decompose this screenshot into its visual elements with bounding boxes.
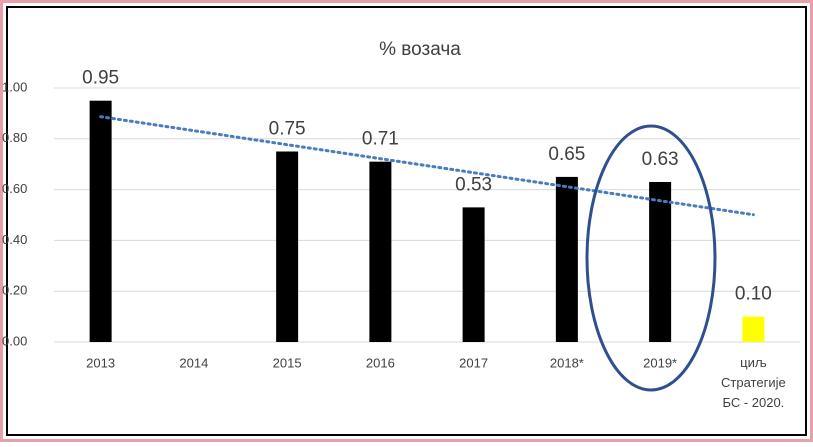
- y-tick-label: 1.00: [2, 79, 27, 94]
- data-label: 0.10: [735, 284, 772, 305]
- data-label: 0.63: [642, 149, 679, 170]
- y-tick-label: 0.20: [2, 283, 27, 298]
- data-label: 0.65: [548, 144, 585, 165]
- chart-frame: [6, 6, 807, 436]
- y-tick-label: 0.80: [2, 130, 27, 145]
- highlight-ellipse: [585, 124, 717, 392]
- x-tick-label: 2016: [366, 355, 395, 370]
- data-label: 0.71: [362, 129, 399, 150]
- chart-title: % возача: [379, 39, 461, 60]
- y-tick-label: 0.60: [2, 181, 27, 196]
- x-tick-label: 2014: [179, 355, 208, 370]
- x-tick-label: 2017: [459, 355, 488, 370]
- bar: [742, 316, 765, 342]
- y-tick-label: 0.00: [2, 333, 27, 348]
- x-tick-label: 2015: [273, 355, 302, 370]
- bar: [276, 151, 299, 342]
- x-tick-label: 2018*: [550, 355, 584, 370]
- x-tick-label: 2019*: [643, 355, 677, 370]
- bar: [555, 176, 578, 342]
- y-tick-label: 0.40: [2, 232, 27, 247]
- bar: [649, 181, 672, 342]
- data-label: 0.95: [82, 68, 119, 89]
- data-label: 0.75: [269, 119, 306, 140]
- bar: [369, 161, 392, 342]
- bar: [89, 100, 112, 342]
- x-tick-label: 2013: [86, 355, 115, 370]
- plot: 0.00 0.20 0.40 0.60 0.80 1.00 2013 0.95 2014 2015…: [2, 68, 800, 410]
- trendline: [99, 115, 755, 217]
- bar: [462, 207, 485, 342]
- x-tick-label: циљ Стратегије БС - 2020.: [721, 355, 786, 410]
- data-label: 0.53: [455, 174, 492, 195]
